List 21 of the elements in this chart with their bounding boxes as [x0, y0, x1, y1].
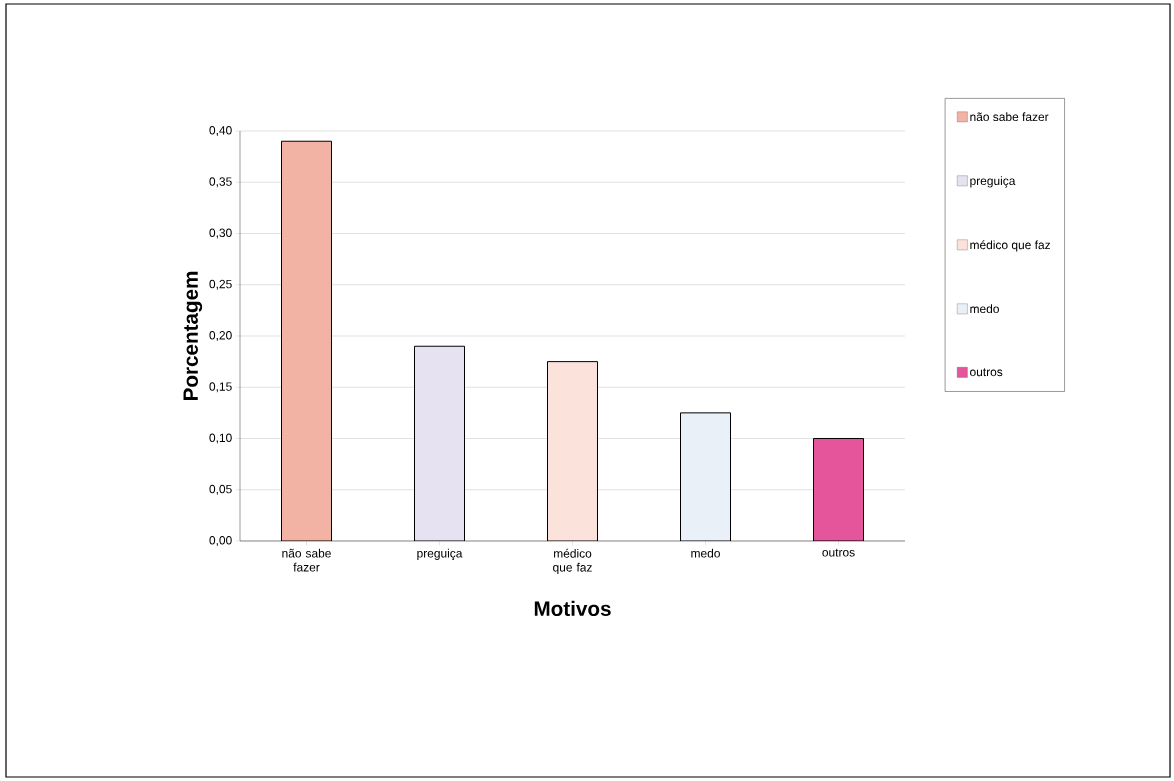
legend-label: outros: [970, 368, 1003, 377]
x-tick-label: medo: [691, 548, 720, 558]
y-tick-label: 0,15: [209, 382, 232, 393]
x-tick-label: médico que faz: [553, 548, 592, 575]
legend-label: preguiça: [970, 176, 1016, 188]
legend-label: medo: [970, 304, 999, 314]
y-axis-title: Porcentagem: [183, 271, 203, 401]
y-tick-label: 0,35: [209, 177, 232, 188]
y-tick-label: 0,10: [209, 433, 232, 444]
y-tick-label: 0,25: [209, 279, 232, 290]
y-tick-label: 0,20: [209, 331, 232, 341]
y-tick-label: 0,05: [209, 484, 232, 495]
x-tick-label: não sabe fazer: [282, 548, 331, 572]
y-tick-label: 0,40: [209, 126, 232, 136]
y-tick-label: 0,30: [209, 228, 232, 239]
y-tick-label: 0,00: [209, 536, 232, 546]
legend-label: médico que faz: [970, 240, 1051, 252]
x-tick-label: preguiça: [417, 548, 463, 560]
x-axis-title: Motivos: [534, 600, 611, 617]
x-tick-label: outros: [822, 548, 855, 557]
legend-label: não sabe fazer: [970, 112, 1049, 122]
